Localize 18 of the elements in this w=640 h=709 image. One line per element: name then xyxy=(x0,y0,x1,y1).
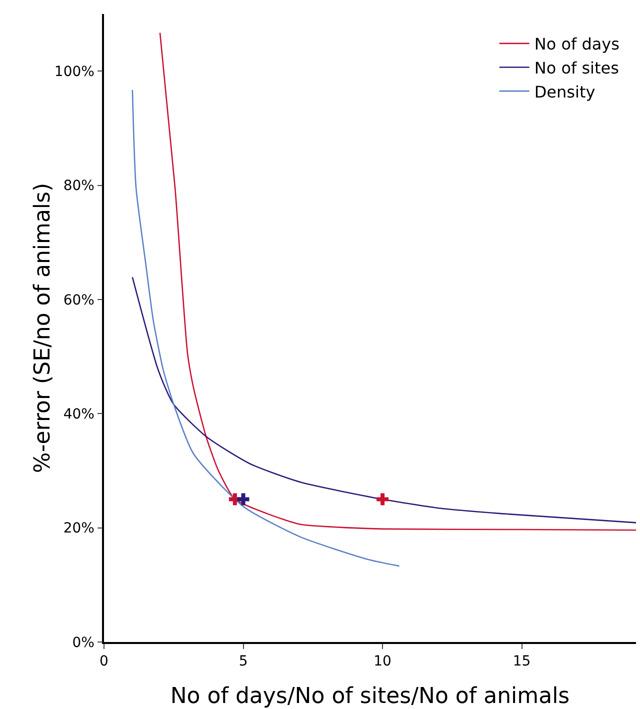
x-tick-label: 10 xyxy=(374,654,392,670)
y-tick-label: 80% xyxy=(63,178,94,194)
legend-label: Density xyxy=(534,82,596,102)
y-tick-label: 0% xyxy=(72,634,94,651)
x-tick-label: 0 xyxy=(100,654,108,670)
line-series xyxy=(132,276,636,524)
x-axis-title: No of days/No of sites/No of animals xyxy=(170,684,570,709)
y-tick-label: 100% xyxy=(54,64,94,80)
y-tick-label: 20% xyxy=(63,520,94,537)
legend-label: No of sites xyxy=(534,58,619,78)
y-tick-label: 40% xyxy=(63,406,94,423)
line-series xyxy=(132,89,400,567)
line-series xyxy=(159,32,636,531)
legend-label: No of days xyxy=(534,34,620,54)
y-axis-title: %-error (SE/no of animals) xyxy=(30,182,56,474)
x-tick-label: 5 xyxy=(238,654,248,670)
x-tick-label: 15 xyxy=(512,654,531,670)
y-tick-label: 60% xyxy=(63,292,94,308)
